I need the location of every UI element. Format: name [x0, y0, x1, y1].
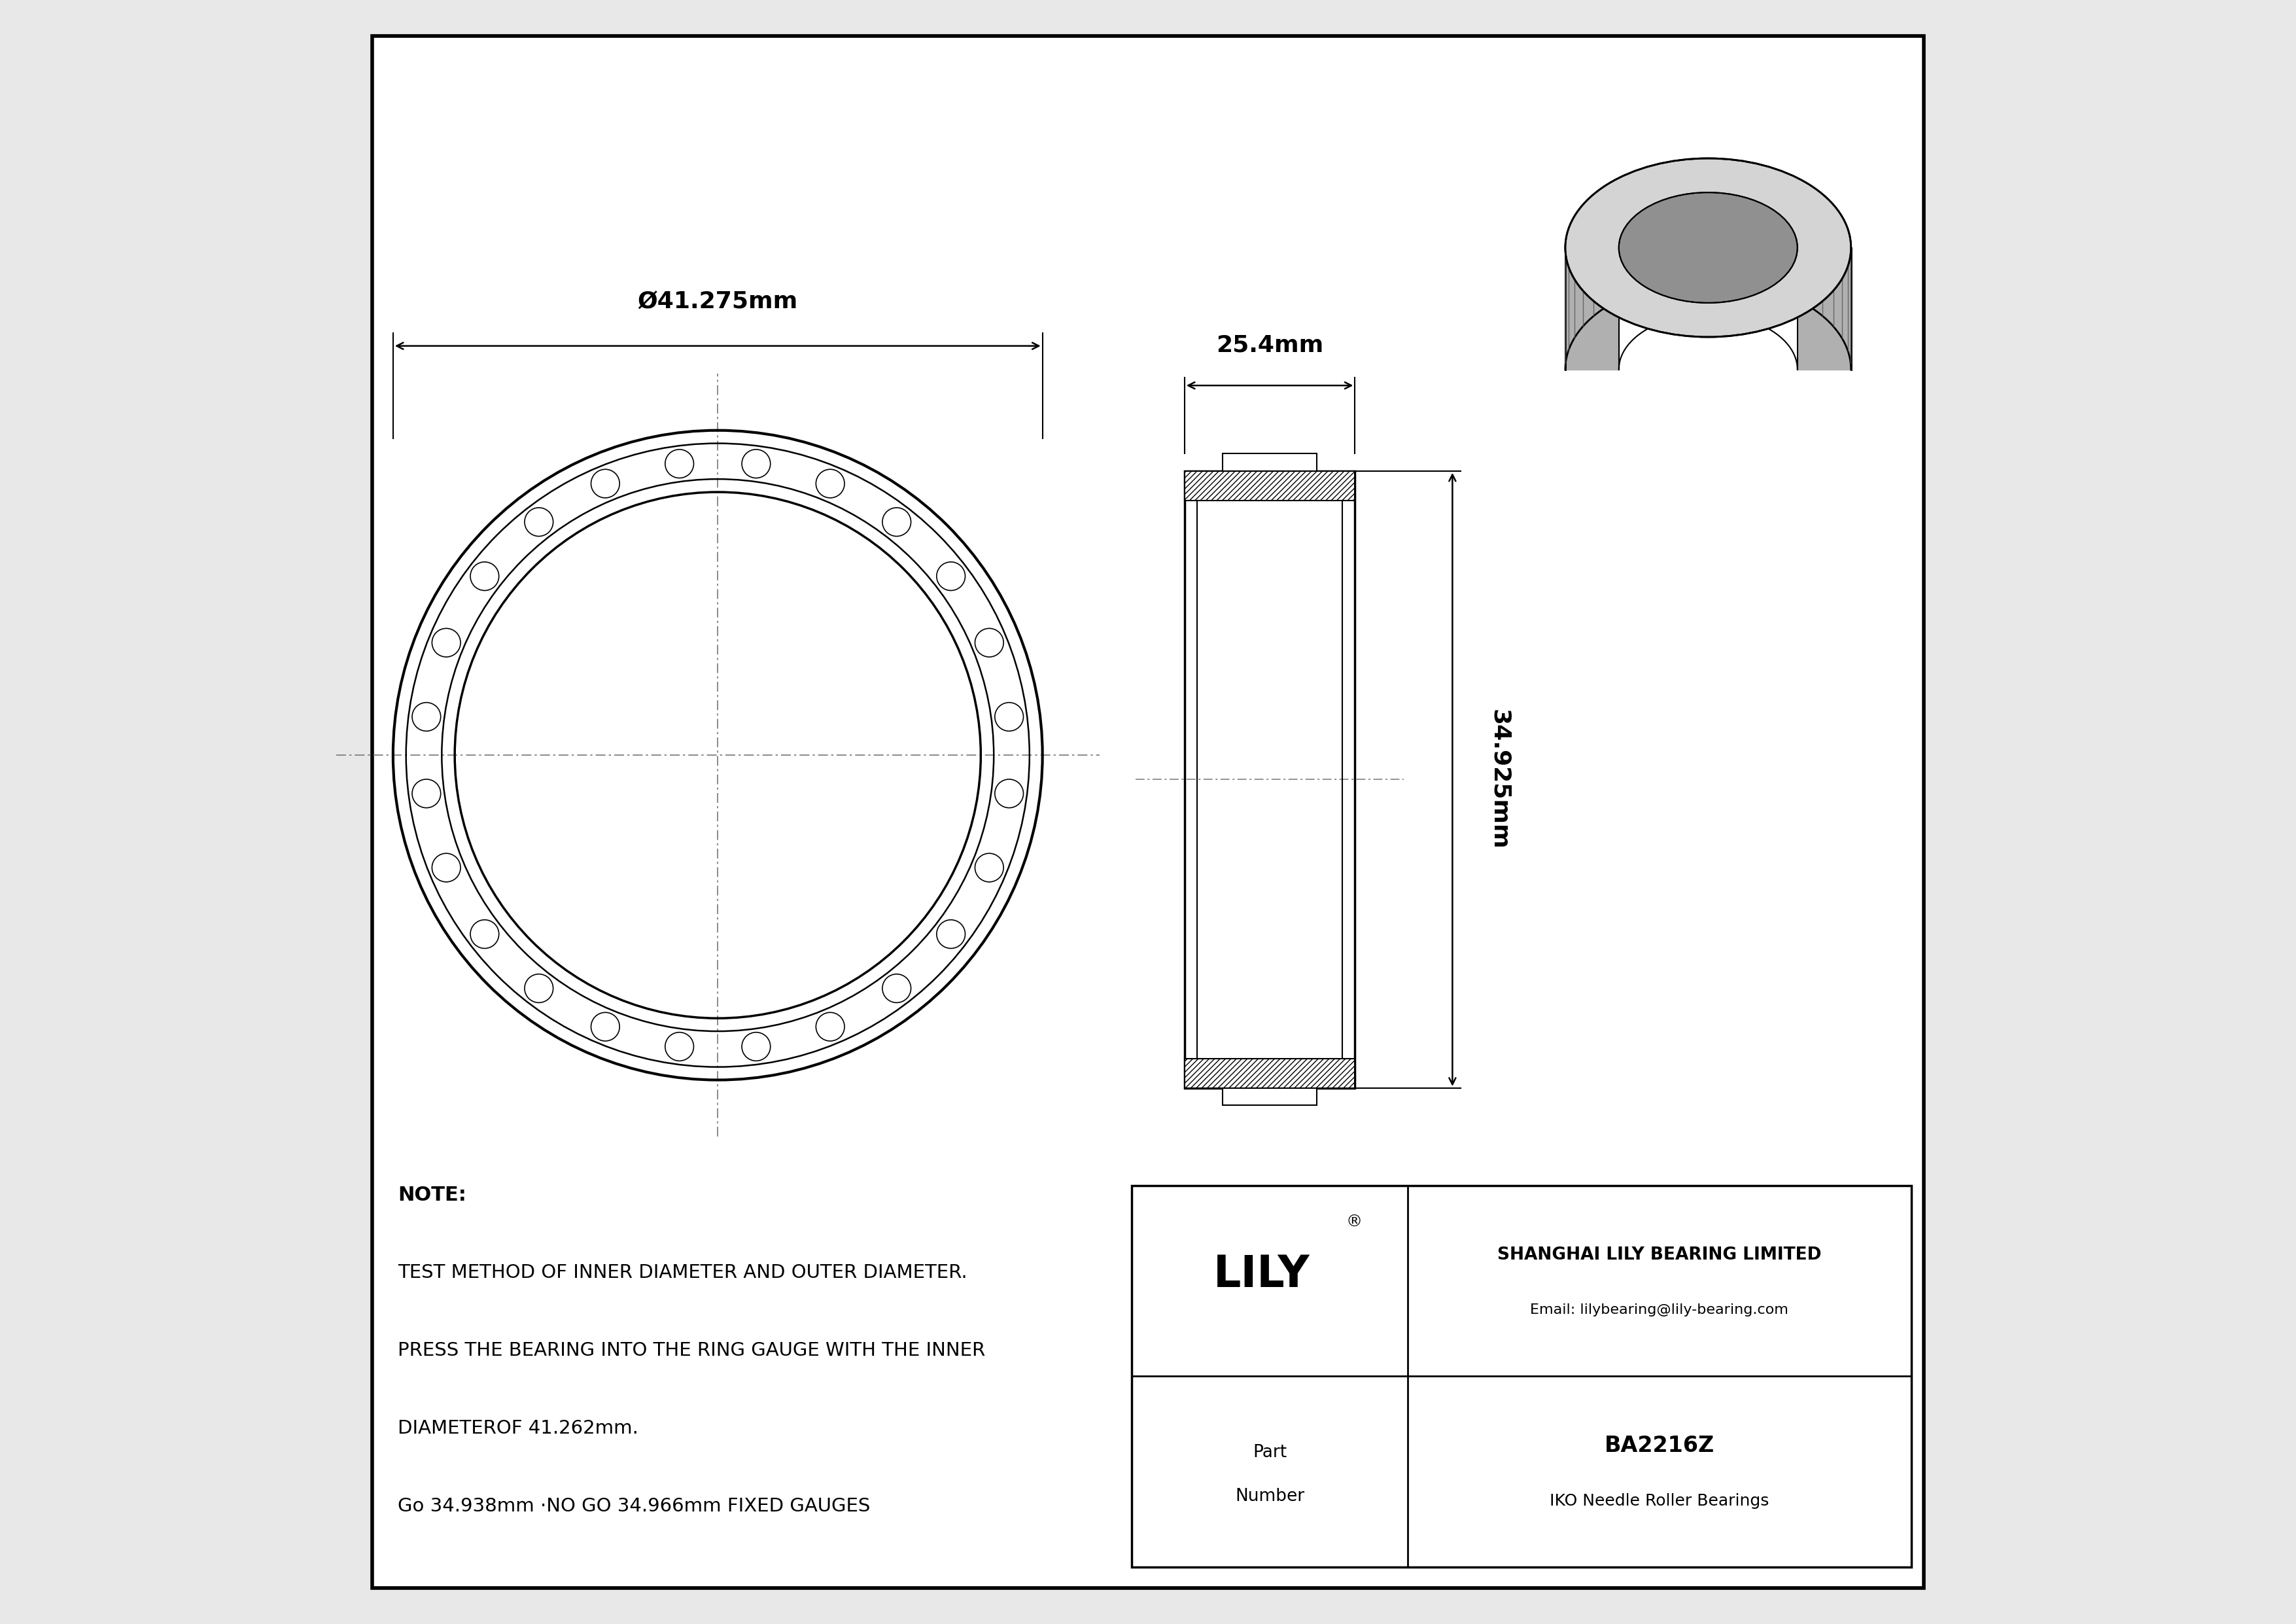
- Text: 34.925mm: 34.925mm: [1488, 710, 1511, 849]
- Circle shape: [393, 430, 1042, 1080]
- Text: TEST METHOD OF INNER DIAMETER AND OUTER DIAMETER.: TEST METHOD OF INNER DIAMETER AND OUTER …: [397, 1263, 967, 1281]
- Polygon shape: [1566, 248, 1619, 369]
- Text: 25.4mm: 25.4mm: [1217, 335, 1322, 356]
- Text: NOTE:: NOTE:: [397, 1186, 466, 1205]
- Text: BA2216Z: BA2216Z: [1605, 1436, 1715, 1457]
- Bar: [1224, 453, 1316, 471]
- Text: Email: lilybearing@lily-bearing.com: Email: lilybearing@lily-bearing.com: [1529, 1304, 1789, 1317]
- Bar: [1224, 1088, 1316, 1106]
- Bar: [1185, 471, 1355, 1088]
- Text: Part: Part: [1254, 1444, 1286, 1460]
- Polygon shape: [1566, 159, 1851, 369]
- Text: SHANGHAI LILY BEARING LIMITED: SHANGHAI LILY BEARING LIMITED: [1497, 1247, 1821, 1263]
- Text: ®: ®: [1345, 1215, 1362, 1231]
- Bar: [1185, 471, 1355, 500]
- Text: Ø41.275mm: Ø41.275mm: [638, 291, 799, 313]
- Text: IKO Needle Roller Bearings: IKO Needle Roller Bearings: [1550, 1492, 1770, 1509]
- Bar: [1185, 1059, 1355, 1088]
- Ellipse shape: [1566, 159, 1851, 338]
- Text: PRESS THE BEARING INTO THE RING GAUGE WITH THE INNER: PRESS THE BEARING INTO THE RING GAUGE WI…: [397, 1341, 985, 1359]
- FancyBboxPatch shape: [372, 36, 1924, 1588]
- Bar: [1185, 471, 1355, 1088]
- Polygon shape: [1798, 248, 1851, 369]
- Text: DIAMETEROF 41.262mm.: DIAMETEROF 41.262mm.: [397, 1419, 638, 1437]
- Ellipse shape: [1619, 193, 1798, 302]
- Text: Go 34.938mm ·NO GO 34.966mm FIXED GAUGES: Go 34.938mm ·NO GO 34.966mm FIXED GAUGES: [397, 1497, 870, 1515]
- Bar: [1132, 1186, 1910, 1567]
- Text: LILY: LILY: [1212, 1252, 1311, 1296]
- Text: Number: Number: [1235, 1488, 1304, 1504]
